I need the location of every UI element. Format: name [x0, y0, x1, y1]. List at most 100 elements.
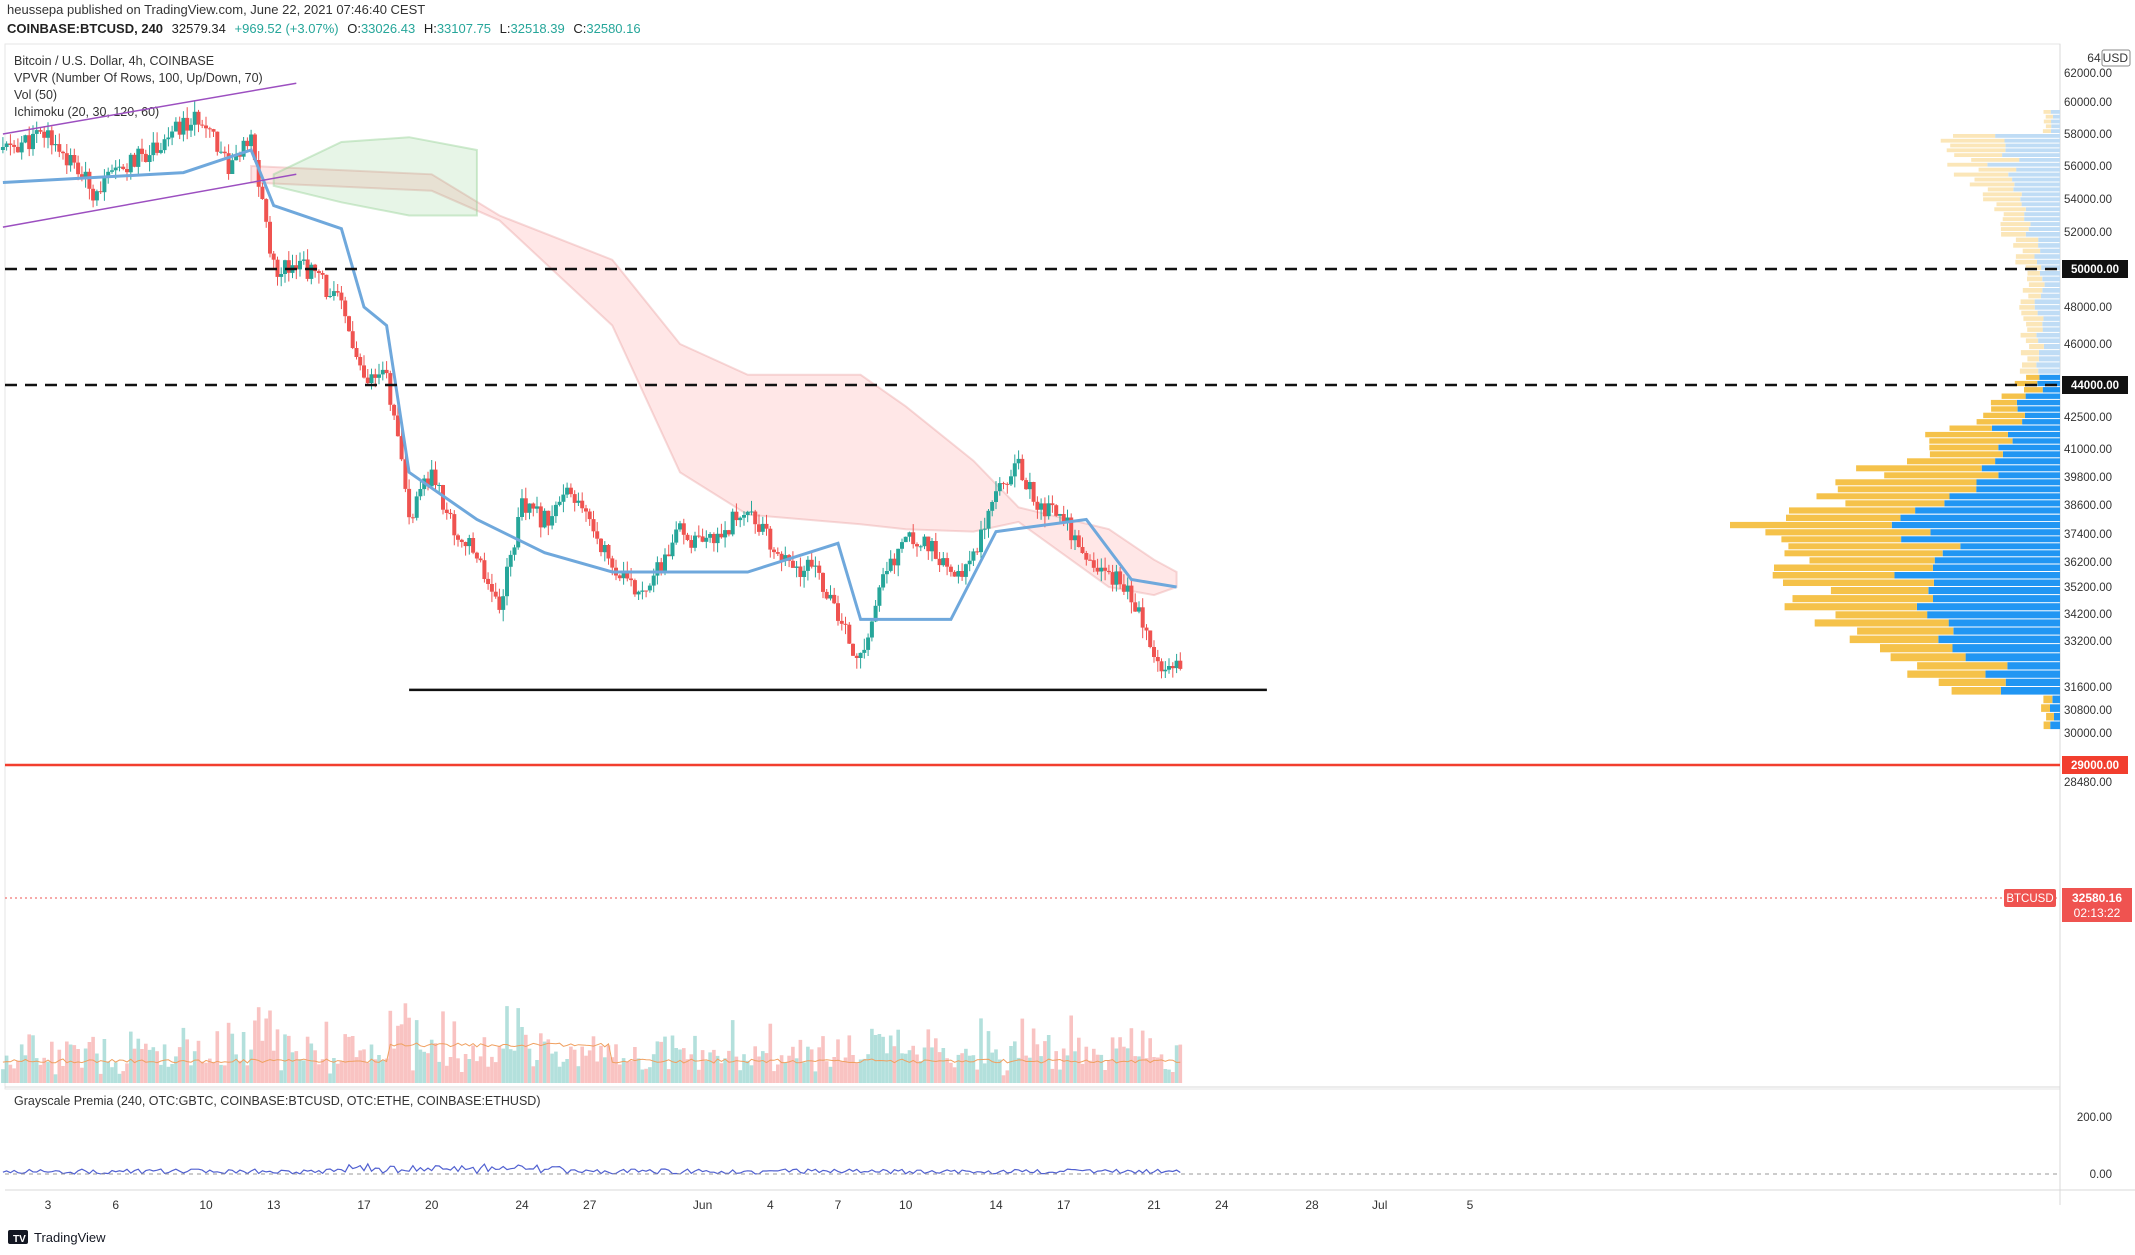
sub-pane-axis[interactable]: 200.00 0.00: [5, 1112, 2112, 1181]
price-axis[interactable]: 64 USD 62000.00 60000.00 58000.00 56000.00 54…: [2064, 49, 2131, 789]
legend-vol[interactable]: Vol (50): [14, 88, 57, 102]
legend-grayscale-premia[interactable]: Grayscale Premia (240, OTC:GBTC, COINBAS…: [14, 1094, 540, 1108]
candle-body: [1152, 647, 1156, 657]
vp-bar-up: [2050, 129, 2060, 133]
volume-bar: [1167, 1069, 1171, 1083]
price-tick-label: 34200.00: [2064, 609, 2112, 621]
volume-bar: [847, 1035, 852, 1083]
volume-bar: [828, 1066, 833, 1083]
volume-bar: [260, 1040, 265, 1083]
volume-bar: [697, 1069, 701, 1083]
candle-body: [1046, 503, 1051, 517]
vp-bar-down: [2027, 270, 2040, 276]
vp-bar-up: [1938, 635, 2060, 644]
candle-body: [903, 536, 908, 543]
vp-bar-up: [1930, 529, 2060, 536]
volume-bar: [685, 1059, 690, 1083]
candle-body: [34, 130, 39, 134]
candle-body: [689, 540, 694, 548]
volume-bar: [68, 1044, 73, 1083]
vp-bar-down: [1983, 197, 2021, 202]
candle-body: [1001, 483, 1006, 485]
volume-bar: [170, 1064, 174, 1083]
candle-body: [790, 560, 795, 568]
price-tick-label: 36200.00: [2064, 557, 2112, 569]
channel-upper-line[interactable]: [2, 82, 297, 135]
vp-bar-down: [2000, 222, 2031, 227]
volume-bar: [313, 1050, 317, 1083]
candle-body: [1174, 660, 1179, 669]
vp-bar-up: [2016, 399, 2060, 406]
volume-bar: [640, 1069, 645, 1083]
time-tick-label: 7: [835, 1198, 842, 1212]
vp-bar-up: [2050, 110, 2060, 114]
candle-body: [230, 160, 235, 174]
vp-bar-up: [2042, 276, 2060, 282]
volume-bar: [162, 1044, 167, 1083]
legend-title[interactable]: Bitcoin / U.S. Dollar, 4h, COINBASE: [14, 54, 214, 68]
candle-body: [621, 571, 626, 579]
candle-body: [42, 131, 47, 138]
legend-ichimoku[interactable]: Ichimoku (20, 30, 120, 60): [14, 105, 159, 119]
price-tick-label: 30000.00: [2064, 728, 2112, 740]
candle-body: [674, 529, 679, 543]
candle-body: [226, 153, 231, 174]
vp-bar-up: [2022, 419, 2060, 425]
candle-body: [207, 128, 212, 130]
price-channel[interactable]: [2, 82, 297, 228]
candle-body: [753, 511, 758, 525]
volume-bar: [998, 1059, 1002, 1083]
candle-body: [749, 511, 754, 513]
price-tick-label: 58000.00: [2064, 129, 2112, 141]
volume-bar: [23, 1055, 28, 1083]
volume-bar: [298, 1059, 302, 1083]
time-tick-label: 13: [267, 1198, 281, 1212]
horizontal-levels[interactable]: 50000.00 44000.00 29000.00: [5, 260, 2128, 774]
vp-bar-up: [1942, 550, 2060, 557]
volume-bar: [332, 1058, 336, 1083]
vp-bar-up: [1952, 644, 2060, 653]
currency-box[interactable]: [2101, 49, 2131, 67]
volume-bar: [418, 1049, 423, 1083]
volume-bar: [587, 1050, 592, 1083]
vp-bar-up: [2040, 248, 2060, 254]
volume-bar: [595, 1061, 599, 1083]
candle-body: [745, 511, 750, 515]
vp-bar-up: [2002, 153, 2060, 157]
price-tick-label: 42500.00: [2064, 412, 2112, 424]
volume-bar: [34, 1058, 39, 1083]
legend-vpvr[interactable]: VPVR (Number Of Rows, 100, Up/Down, 70): [14, 71, 263, 85]
volume-bar: [482, 1037, 487, 1083]
volume-bar: [915, 1054, 919, 1083]
candle-body: [843, 623, 848, 625]
candle-body: [869, 621, 874, 638]
candle-body: [918, 546, 923, 548]
tradingview-logo[interactable]: TV TradingView: [8, 1230, 106, 1245]
candle-body: [640, 590, 645, 592]
candle-body: [260, 186, 265, 199]
vp-bar-down: [1917, 662, 2008, 670]
volume-bar: [975, 1069, 979, 1083]
time-axis[interactable]: 3 6 10 13 17 20 24 27 Jun 4 7 10 14 17 21 24 28 Jul 5: [45, 1198, 1474, 1212]
volume-bar: [309, 1043, 314, 1083]
volume-bar: [877, 1034, 882, 1083]
vp-bar-down: [1884, 472, 1999, 479]
candle-body: [681, 523, 686, 535]
volume-bar: [881, 1036, 885, 1083]
volume-bar: [448, 1057, 453, 1083]
candle-body: [196, 111, 201, 125]
channel-lower-line[interactable]: [2, 173, 297, 228]
volume-bar: [986, 1031, 991, 1083]
candle-body: [719, 533, 724, 538]
candle-body: [429, 469, 434, 487]
volume-bar: [764, 1053, 769, 1083]
price-tick-label: 52000.00: [2064, 227, 2112, 239]
candle-body: [125, 169, 129, 173]
volume-bar: [776, 1064, 780, 1083]
vp-bar-up: [1998, 472, 2060, 479]
volume-bar: [245, 1065, 250, 1083]
vp-bar-up: [1900, 514, 2060, 521]
volume-bar: [761, 1051, 765, 1083]
tradingview-icon: [8, 1230, 28, 1244]
